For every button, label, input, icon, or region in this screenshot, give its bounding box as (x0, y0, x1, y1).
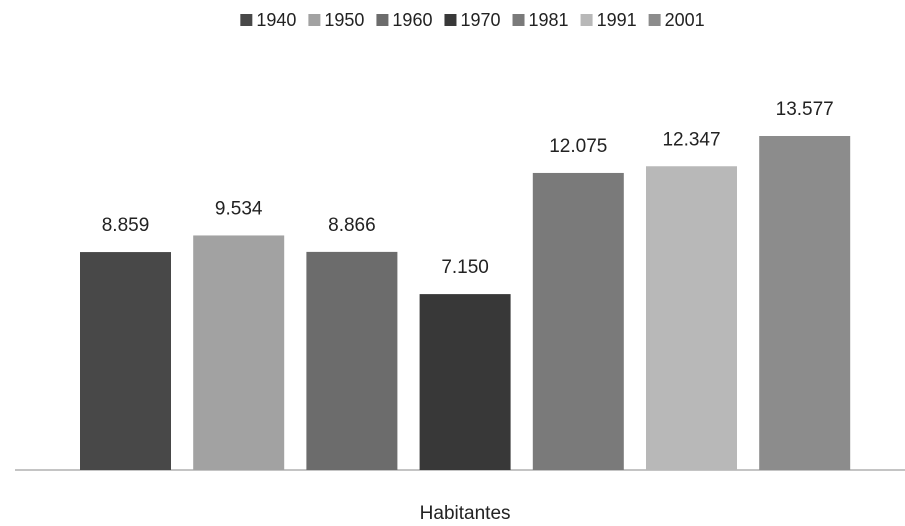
data-label: 8.859 (102, 215, 150, 236)
bar (193, 235, 285, 470)
bar (80, 252, 171, 470)
bar (646, 166, 737, 470)
legend-label: 1970 (460, 10, 500, 30)
legend-label: 1960 (392, 10, 432, 30)
x-axis-label: Habitantes (420, 503, 511, 524)
data-label: 13.577 (776, 99, 834, 120)
legend-swatch (376, 14, 389, 26)
legend-label: 2001 (665, 10, 705, 30)
legend-swatch (444, 14, 457, 26)
bar (306, 251, 398, 470)
data-label: 8.866 (328, 215, 376, 236)
legend-swatch (308, 14, 321, 26)
legend-label: 1981 (529, 10, 569, 30)
legend-label: 1991 (597, 10, 637, 30)
bar (759, 136, 851, 470)
bar (419, 294, 511, 470)
legend-label: 1950 (324, 10, 364, 30)
legend-swatch (648, 14, 661, 26)
legend-swatch (512, 14, 525, 26)
data-label: 12.347 (662, 129, 720, 150)
legend-swatch (580, 14, 593, 26)
data-label: 12.075 (549, 136, 607, 157)
legend-label: 1940 (256, 10, 296, 30)
data-label: 7.150 (441, 257, 489, 278)
bar (532, 172, 624, 471)
data-label: 9.534 (215, 198, 263, 219)
legend-swatch (240, 14, 253, 26)
